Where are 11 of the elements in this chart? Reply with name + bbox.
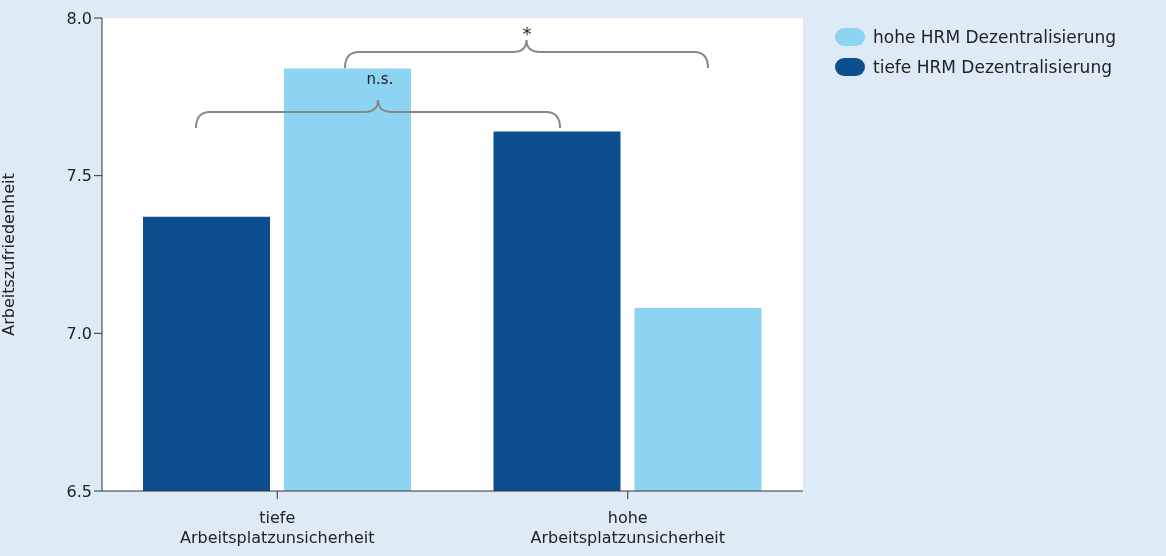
x-tick-label: hohe Arbeitsplatzunsicherheit xyxy=(530,508,725,547)
y-axis-title: Arbeitszufriedenheit xyxy=(0,173,18,336)
legend-label: tiefe HRM Dezentralisierung xyxy=(872,56,1113,79)
y-tick-label: 8.0 xyxy=(66,8,92,28)
annotation: n.s. xyxy=(366,70,394,88)
y-tick-label: 6.5 xyxy=(66,481,92,501)
y-tick-label: 7.5 xyxy=(66,166,92,186)
y-tick-label: 7.0 xyxy=(66,324,92,344)
annotation: * xyxy=(522,23,532,44)
legend-label: hohe HRM Dezentralisierung xyxy=(872,26,1117,49)
x-tick-label: tiefe Arbeitsplatzunsicherheit xyxy=(180,508,375,547)
